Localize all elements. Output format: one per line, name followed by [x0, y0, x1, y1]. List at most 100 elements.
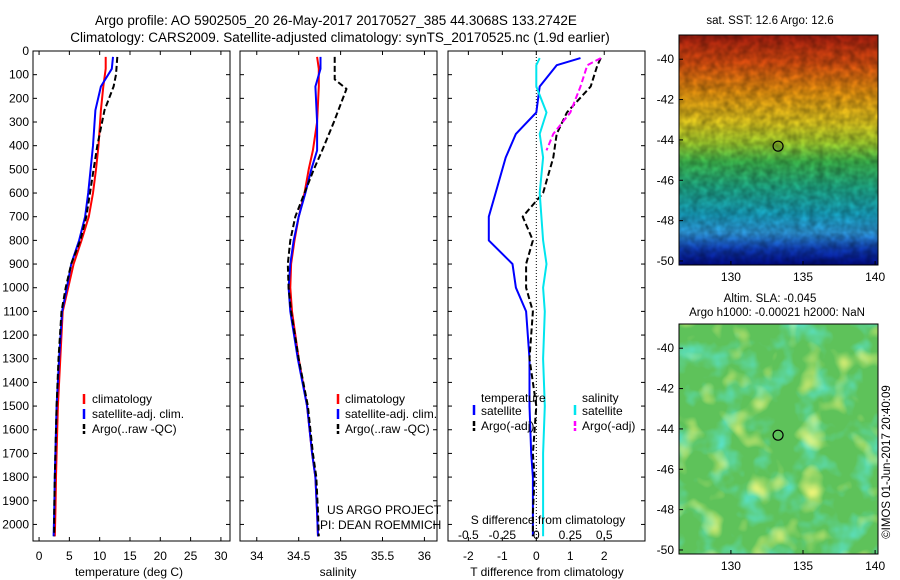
pressure-tick-label: 2000	[2, 517, 29, 531]
series-line-satellite-adj-clim	[52, 56, 114, 537]
argo-position-marker	[772, 429, 784, 441]
map-lon-label: 140	[865, 559, 885, 573]
salinity-axis-label: salinity	[320, 565, 357, 579]
sla-map-axes: 130 135 140 -40 -42 -44 -46 -48 -50	[657, 341, 886, 573]
pressure-tick-label: 500	[9, 162, 29, 176]
argo-position-marker	[772, 140, 784, 152]
pressure-tick-label: 1100	[3, 304, 29, 318]
sla-map	[678, 323, 879, 555]
pressure-tick-label: 1000	[2, 281, 29, 295]
map-lat-label: -48	[657, 214, 675, 228]
salinity-plot-frame	[239, 50, 438, 542]
sla-map-title: Altim. SLA: -0.045	[724, 293, 817, 305]
sla-map-subtitle: Argo h1000: -0.00021 h2000: NaN	[689, 307, 865, 319]
x-tick-label: 35.5	[371, 549, 395, 563]
map-lat-label: -42	[657, 93, 675, 107]
legend-label-argo: Argo(..raw -QC)	[345, 422, 430, 436]
temperature-series	[52, 56, 119, 537]
series-line-argo-raw-qc	[286, 56, 348, 537]
legend-label-t-argo: Argo(-adj)	[481, 419, 534, 433]
series-line-argo-raw-qc	[53, 56, 119, 537]
series-line-satellite	[535, 57, 548, 537]
legend-label-argo: Argo(..raw -QC)	[92, 422, 177, 436]
map-lat-label: -42	[657, 382, 675, 396]
sla-high-patches	[679, 324, 878, 554]
project-credit: US ARGO PROJECT	[327, 503, 442, 517]
map-lon-label: 130	[721, 559, 741, 573]
x-tick-label: 25	[184, 549, 198, 563]
pressure-tick-label: 1200	[2, 328, 29, 342]
map-lon-label: 130	[721, 270, 741, 284]
pressure-tick-label: 700	[9, 210, 29, 224]
map-lat-label: -46	[657, 462, 675, 476]
sla-map-frame	[678, 323, 879, 555]
pressure-tick-label: 1300	[2, 352, 29, 366]
legend-label-satellite: satellite-adj. clim.	[345, 407, 437, 421]
temperature-axis-label: temperature (deg C)	[75, 565, 183, 579]
map-lon-label: 135	[793, 559, 813, 573]
pressure-axis: 0 100 200 300 400 500 600 700 800 900 1000 1100 1200…	[2, 44, 645, 531]
x-tick-label: 34.5	[287, 549, 311, 563]
sst-texture	[679, 35, 878, 265]
difference-series	[487, 51, 602, 541]
map-lat-label: -40	[657, 52, 675, 66]
pressure-tick-label: 900	[9, 257, 29, 271]
pi-credit: PI: DEAN ROEMMICH	[320, 518, 441, 532]
sst-map-axes: 130 135 140 -40 -42 -44 -46 -48 -50	[657, 52, 886, 284]
s-diff-tick-label: -0.5	[458, 528, 479, 542]
x-tick-label: 0	[533, 549, 540, 563]
temperature-x-axis: 0 5 10 15 20 25 30	[36, 51, 228, 563]
t-difference-axis-label: T difference from climatology	[470, 565, 624, 579]
difference-x-axis: -2 -1 0 1 2 -0.5 -0.25 0 0.25 0.5	[458, 51, 613, 563]
header-line-2: Climatology: CARS2009. Satellite-adjuste…	[70, 30, 610, 45]
map-lat-label: -40	[657, 341, 675, 355]
x-tick-label: 0	[36, 549, 43, 563]
temperature-plot-frame	[32, 50, 231, 542]
x-tick-label: 36	[418, 549, 432, 563]
s-difference-axis-label: S difference from climatology	[471, 513, 626, 527]
pressure-tick-label: 1500	[2, 399, 29, 413]
legend-label-climatology: climatology	[345, 392, 405, 406]
x-tick-label: -2	[463, 549, 474, 563]
timestamp-credit: ©IMOS 01-Jun-2017 20:40:09	[881, 385, 893, 539]
series-line-argo-adj	[545, 57, 602, 151]
pressure-tick-label: 1400	[2, 375, 29, 389]
s-diff-tick-label: 0.5	[596, 528, 613, 542]
x-tick-label: -1	[497, 549, 508, 563]
x-tick-label: 15	[123, 549, 137, 563]
salinity-series	[286, 56, 348, 537]
s-diff-tick-label: 0	[533, 528, 540, 542]
difference-plot-frame	[447, 50, 646, 542]
series-line-satellite	[487, 57, 581, 537]
map-lat-label: -46	[657, 173, 675, 187]
salinity-x-axis: 34 34.5 35 35.5 36	[250, 51, 431, 563]
pressure-tick-label: 300	[9, 115, 29, 129]
sst-map	[678, 34, 879, 266]
legend-label-s-argo: Argo(-adj)	[582, 419, 635, 433]
pressure-tick-label: 0	[22, 44, 29, 58]
x-tick-label: 34	[250, 549, 264, 563]
pressure-tick-label: 800	[9, 233, 29, 247]
map-lon-label: 135	[793, 270, 813, 284]
s-diff-tick-label: -0.25	[489, 528, 517, 542]
x-tick-label: 35	[334, 549, 348, 563]
x-tick-label: 30	[214, 549, 228, 563]
x-tick-label: 20	[154, 549, 168, 563]
map-lat-label: -50	[657, 254, 675, 268]
pressure-tick-label: 600	[9, 186, 29, 200]
map-lon-label: 140	[865, 270, 885, 284]
sst-map-frame	[678, 34, 879, 266]
salinity-legend: climatology satellite-adj. clim. Argo(..…	[336, 392, 437, 436]
pressure-tick-label: 100	[9, 68, 29, 82]
pressure-tick-label: 1700	[2, 446, 29, 460]
pressure-tick-label: 400	[9, 139, 29, 153]
map-lat-label: -48	[657, 503, 675, 517]
x-tick-label: 1	[567, 549, 574, 563]
header-line-1: Argo profile: AO 5902505_20 26-May-2017 …	[95, 13, 577, 28]
series-line-climatology	[53, 56, 107, 537]
pressure-tick-label: 200	[9, 91, 29, 105]
legend-title-temperature: temperature	[481, 391, 546, 405]
s-diff-tick-label: 0.25	[559, 528, 583, 542]
map-lat-label: -44	[657, 422, 675, 436]
